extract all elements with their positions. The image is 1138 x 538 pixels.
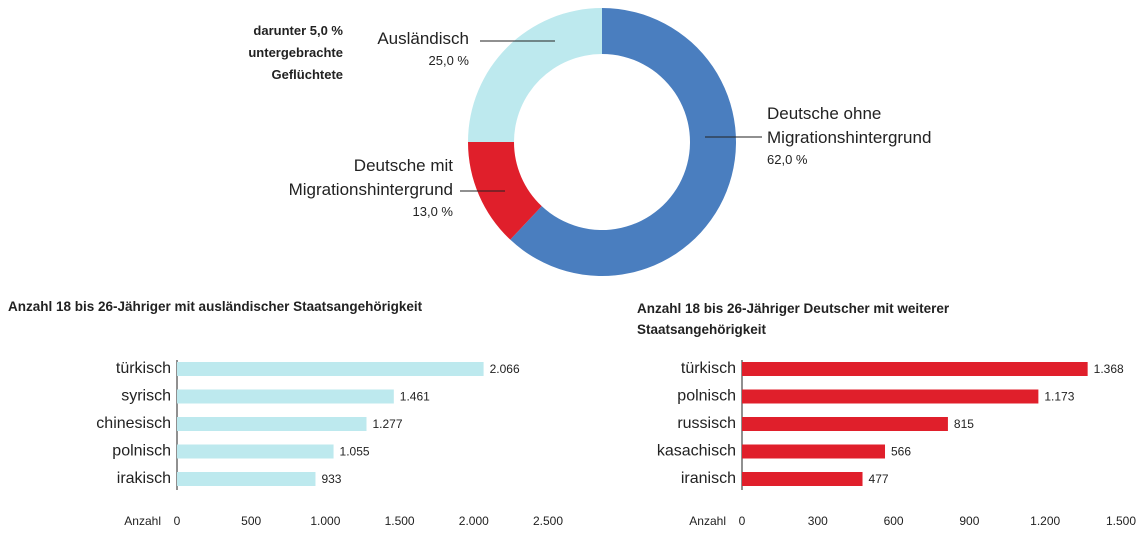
value-label: 477 [869, 472, 889, 486]
x-axis-label: Anzahl [689, 514, 726, 528]
value-label: 933 [321, 472, 341, 486]
x-tick-label: 1.500 [1106, 514, 1136, 528]
value-label: 1.277 [373, 417, 403, 431]
x-tick-label: 2.000 [459, 514, 489, 528]
x-tick-label: 2.500 [533, 514, 563, 528]
x-tick-label: 1.500 [385, 514, 415, 528]
bar [177, 362, 484, 376]
segment-label: Deutsche ohne Migrationshintergrund [767, 104, 932, 147]
category-label: syrisch [121, 388, 171, 405]
bar [742, 417, 948, 431]
bar [742, 472, 863, 486]
x-tick-label: 1.200 [1030, 514, 1060, 528]
donut-segment [510, 8, 737, 276]
category-label: türkisch [116, 360, 171, 377]
annotation: darunter 5,0 % untergebrachte Geflüchtet… [248, 23, 343, 82]
value-label: 815 [954, 417, 974, 431]
value-label: 1.173 [1044, 390, 1074, 404]
x-tick-label: 0 [174, 514, 181, 528]
x-tick-label: 500 [241, 514, 261, 528]
category-label: russisch [677, 415, 736, 432]
value-label: 1.368 [1094, 362, 1124, 376]
segment-value: 13,0 % [412, 204, 453, 219]
x-tick-label: 900 [959, 514, 979, 528]
bar [177, 417, 367, 431]
bar [177, 389, 394, 404]
x-tick-label: 1.000 [310, 514, 340, 528]
category-label: polnisch [677, 388, 736, 405]
donut-segment [468, 8, 602, 142]
segment-label: Ausländisch [377, 29, 469, 48]
value-label: 2.066 [490, 362, 520, 376]
x-tick-label: 0 [739, 514, 746, 528]
category-label: iranisch [681, 470, 736, 487]
chart-title: Anzahl 18 bis 26-Jähriger Deutscher mit … [637, 301, 950, 337]
x-tick-label: 300 [808, 514, 828, 528]
bar [742, 362, 1088, 376]
value-label: 566 [891, 445, 911, 459]
segment-value: 25,0 % [428, 53, 469, 68]
x-tick-label: 600 [884, 514, 904, 528]
bar [742, 444, 886, 459]
category-label: chinesisch [96, 415, 171, 432]
bar [177, 472, 316, 486]
x-axis-label: Anzahl [124, 514, 161, 528]
bar [742, 389, 1039, 404]
category-label: kasachisch [657, 443, 736, 460]
segment-label: Deutsche mit Migrationshintergrund [288, 156, 453, 199]
category-label: polnisch [112, 443, 171, 460]
category-label: irakisch [117, 470, 171, 487]
segment-value: 62,0 % [767, 152, 808, 167]
category-label: türkisch [681, 360, 736, 377]
value-label: 1.055 [340, 445, 370, 459]
value-label: 1.461 [400, 390, 430, 404]
chart-title: Anzahl 18 bis 26-Jähriger mit ausländisc… [8, 299, 423, 314]
bar [177, 444, 334, 459]
